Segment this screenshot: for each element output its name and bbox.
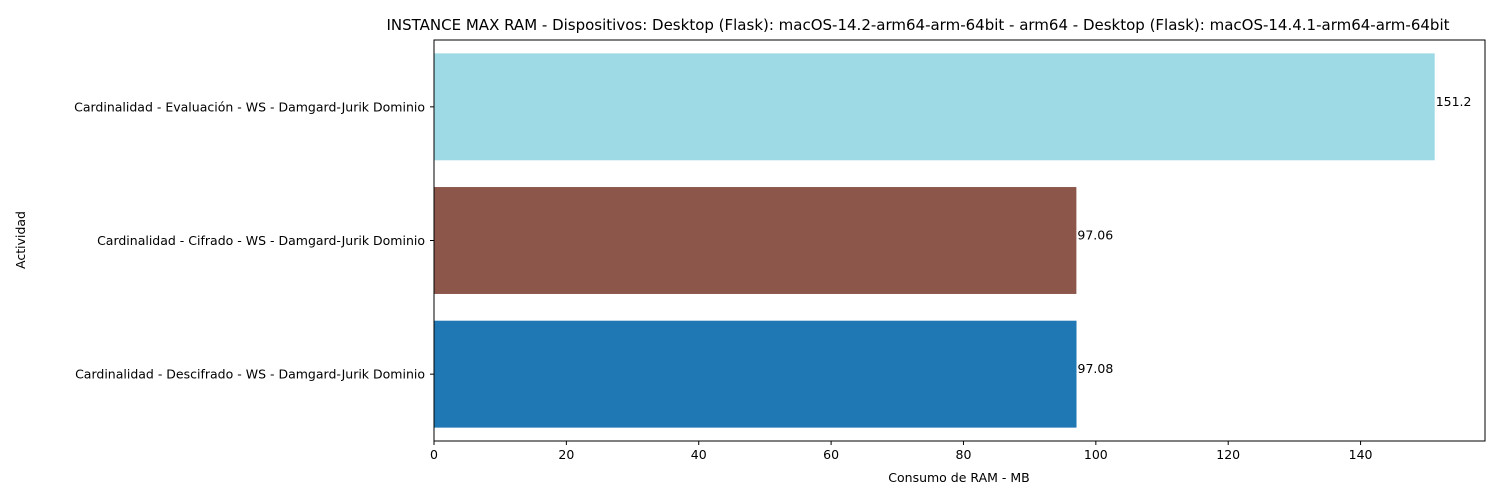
y-tick-label: Cardinalidad - Descifrado - WS - Damgard… [75,367,425,382]
y-tick-label: Cardinalidad - Cifrado - WS - Damgard-Ju… [97,233,425,248]
x-tick-label: 100 [1084,447,1108,462]
bar [434,320,1077,428]
chart-title: INSTANCE MAX RAM - Dispositivos: Desktop… [387,16,1450,34]
x-tick-label: 0 [430,447,438,462]
x-axis-label: Consumo de RAM - MB [888,470,1029,485]
x-tick-label: 80 [956,447,972,462]
axes-frame [433,39,1486,442]
bar [434,187,1077,294]
x-tick-label: 60 [823,447,839,462]
plot-area: 151.2 Cardinalidad - Evaluación - WS - Da… [74,39,1486,462]
y-axis-label: Actividad [13,211,28,269]
x-tick-label: 20 [558,447,574,462]
bar-value-label: 97.06 [1077,228,1113,243]
y-tick-label: Cardinalidad - Evaluación - WS - Damgard… [74,99,425,114]
bar-value-label: 151.2 [1436,94,1472,109]
x-tick-label: 40 [691,447,707,462]
bar [434,53,1435,161]
x-tick-label: 140 [1349,447,1373,462]
x-tick-label: 120 [1216,447,1240,462]
bar-value-label: 97.08 [1078,361,1114,376]
